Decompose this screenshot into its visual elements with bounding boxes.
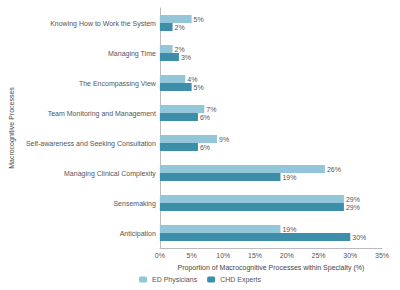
svg-text:30%: 30% <box>352 234 366 241</box>
svg-text:20%: 20% <box>280 252 294 259</box>
svg-text:Knowing How to Work the System: Knowing How to Work the System <box>50 20 156 28</box>
svg-text:Anticipation: Anticipation <box>120 230 156 238</box>
svg-text:CHD Experts: CHD Experts <box>220 276 261 284</box>
svg-text:5%: 5% <box>187 252 197 259</box>
svg-text:9%: 9% <box>219 136 229 143</box>
svg-text:7%: 7% <box>206 106 216 113</box>
svg-text:15%: 15% <box>248 252 262 259</box>
svg-text:2%: 2% <box>175 46 185 53</box>
svg-text:29%: 29% <box>346 204 360 211</box>
svg-text:4%: 4% <box>187 76 197 83</box>
svg-text:10%: 10% <box>216 252 230 259</box>
svg-text:5%: 5% <box>194 84 204 91</box>
svg-text:26%: 26% <box>327 166 341 173</box>
svg-text:35%: 35% <box>375 252 389 259</box>
svg-text:0%: 0% <box>155 252 165 259</box>
svg-text:6%: 6% <box>200 144 210 151</box>
svg-text:5%: 5% <box>194 16 204 23</box>
svg-text:3%: 3% <box>181 54 191 61</box>
svg-text:2%: 2% <box>175 24 185 31</box>
svg-text:Managing Clinical Complexity: Managing Clinical Complexity <box>64 170 156 178</box>
svg-text:The Encompassing View: The Encompassing View <box>79 80 157 88</box>
svg-text:19%: 19% <box>282 174 296 181</box>
svg-text:Team Monitoring and Management: Team Monitoring and Management <box>48 110 156 118</box>
svg-text:Proportion of Macrocognitive P: Proportion of Macrocognitive Processes w… <box>178 264 365 272</box>
svg-text:Sensemaking: Sensemaking <box>113 200 156 208</box>
svg-text:29%: 29% <box>346 196 360 203</box>
svg-text:19%: 19% <box>282 226 296 233</box>
svg-text:30%: 30% <box>343 252 357 259</box>
svg-text:25%: 25% <box>312 252 326 259</box>
svg-text:6%: 6% <box>200 114 210 121</box>
svg-text:Macrocognitive Processes: Macrocognitive Processes <box>8 87 16 169</box>
svg-text:Self-awareness and Seeking Con: Self-awareness and Seeking Consultation <box>26 140 156 148</box>
svg-text:ED Physicians: ED Physicians <box>152 276 198 284</box>
svg-text:Managing Time: Managing Time <box>108 50 156 58</box>
